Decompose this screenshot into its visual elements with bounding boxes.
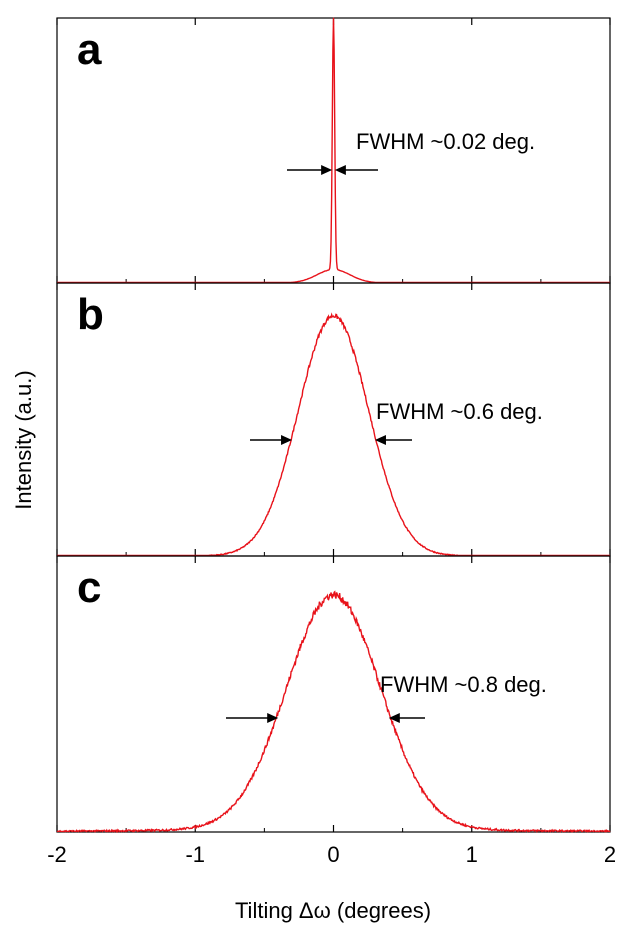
fwhm-arrow-right-c	[388, 713, 425, 723]
fwhm-arrow-left-c	[226, 713, 279, 723]
panel-label-c: c	[77, 563, 101, 612]
fwhm-arrow-right-a	[334, 165, 378, 175]
panel-b: b FWHM ~0.6 deg.	[56, 282, 611, 557]
fwhm-arrow-right-b	[374, 435, 412, 445]
x-tick-label: -1	[185, 842, 205, 867]
y-axis-title: Intensity (a.u.)	[11, 370, 36, 509]
x-tick-label: 0	[327, 842, 339, 867]
panels-layer: a FWHM ~0.02 deg. b FWHM ~0.6 deg. c FWHM ~0.…	[56, 17, 611, 834]
x-axis-title: Tilting Δω (degrees)	[235, 898, 431, 923]
panel-c: c FWHM ~0.8 deg.	[56, 555, 611, 834]
panel-label-b: b	[77, 290, 104, 339]
fwhm-annotation-a: FWHM ~0.02 deg.	[356, 129, 535, 154]
fwhm-annotation-c: FWHM ~0.8 deg.	[380, 672, 547, 697]
fwhm-arrow-left-a	[287, 165, 333, 175]
panel-a: a FWHM ~0.02 deg.	[56, 17, 611, 284]
panel-label-a: a	[77, 25, 102, 74]
series-line-b	[57, 312, 610, 557]
x-tick-label: 2	[604, 842, 616, 867]
x-tick-label: 1	[466, 842, 478, 867]
x-axis: -2 -1 0 1 2	[47, 842, 616, 867]
series-line-c	[56, 590, 611, 834]
fwhm-arrow-left-b	[250, 435, 293, 445]
x-tick-label: -2	[47, 842, 67, 867]
fwhm-annotation-b: FWHM ~0.6 deg.	[376, 399, 543, 424]
